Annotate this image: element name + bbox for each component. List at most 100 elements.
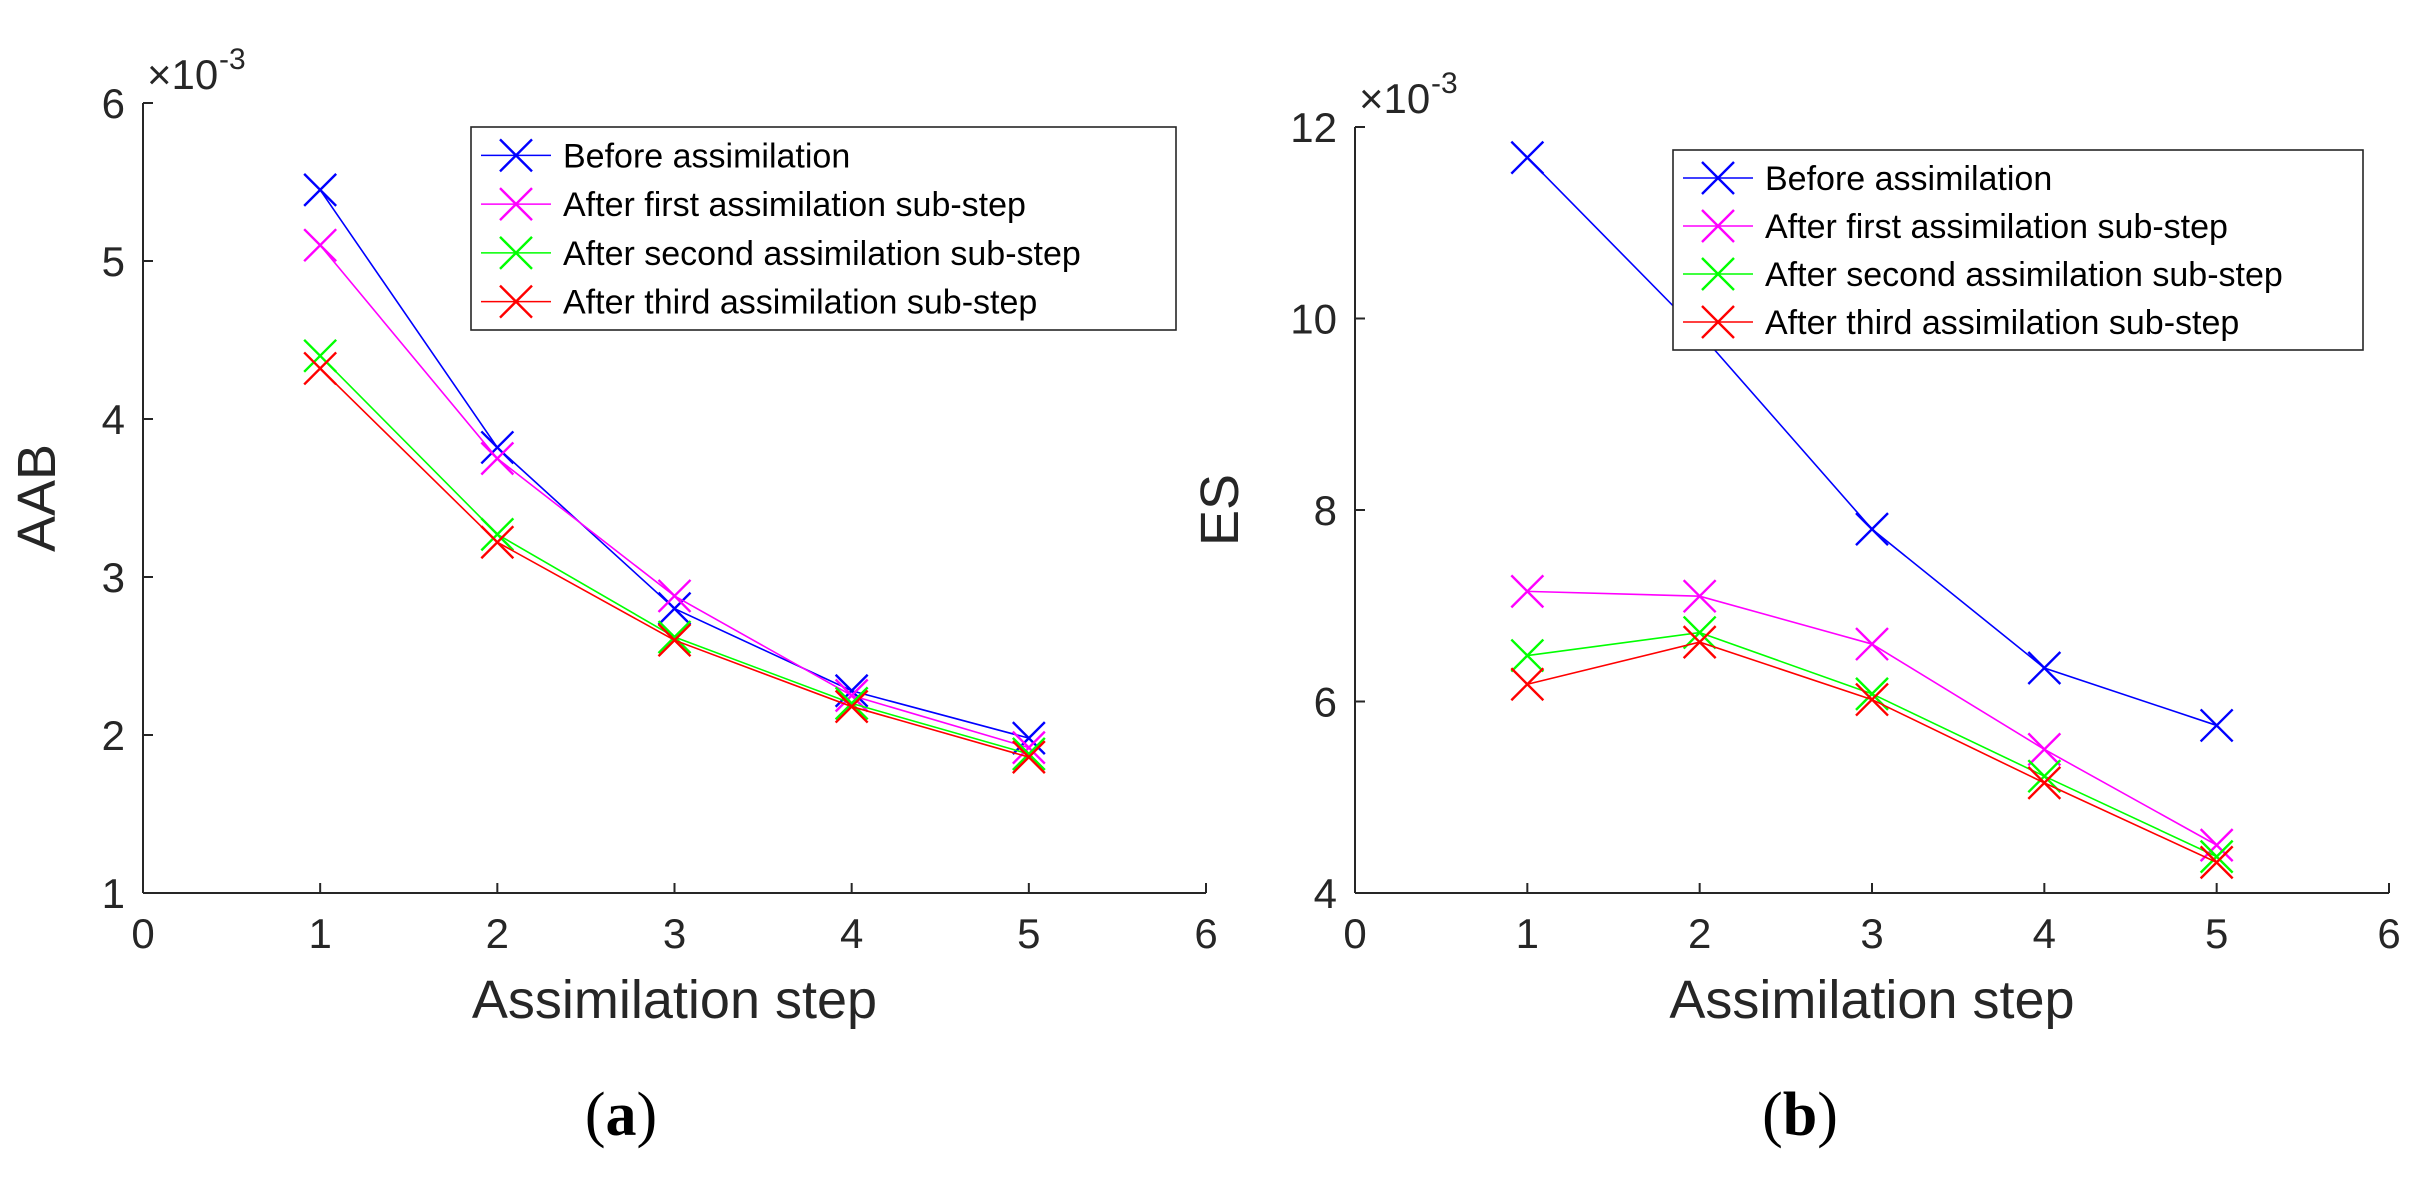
- x-tick-label: 0: [1343, 910, 1366, 957]
- marker-stroke: [834, 686, 869, 721]
- data-point-marker: [1855, 682, 1889, 717]
- data-point-marker: [657, 620, 692, 654]
- marker-stroke: [1682, 615, 1717, 650]
- x-tick-label: 3: [1860, 910, 1883, 957]
- marker-stroke: [1510, 667, 1545, 702]
- x-tick-label: 6: [2377, 910, 2400, 957]
- data-point-marker: [2199, 839, 2234, 874]
- marker-stroke: [2027, 759, 2062, 794]
- data-point-marker: [1011, 721, 1046, 756]
- scale-exponent: -3: [219, 43, 246, 76]
- marker-stroke: [2027, 732, 2062, 767]
- legend-marker: [1701, 257, 1735, 291]
- data-point-marker: [1855, 512, 1889, 546]
- data-point-marker: [1011, 740, 1046, 774]
- x-tick-label: 0: [131, 910, 154, 957]
- data-point-marker: [303, 338, 338, 373]
- data-point-marker: [480, 525, 515, 560]
- y-tick-label: 8: [1314, 487, 1337, 534]
- data-point-marker: [1011, 730, 1046, 765]
- marker-stroke: [2199, 845, 2234, 880]
- data-point-marker: [480, 430, 515, 465]
- data-point-marker: [303, 351, 338, 386]
- x-tick-label: 1: [1516, 910, 1539, 957]
- data-point-marker: [1855, 627, 1889, 661]
- panel-label-close: ): [1817, 1081, 1838, 1149]
- scale-multiplier: ×10: [147, 51, 218, 98]
- legend-marker: [1701, 305, 1735, 339]
- data-point-marker: [657, 623, 692, 658]
- legend-box: [470, 126, 1177, 331]
- marker-stroke: [834, 673, 869, 708]
- data-point-marker: [2027, 732, 2062, 767]
- marker-stroke: [2199, 839, 2234, 874]
- marker-stroke: [2027, 766, 2062, 800]
- y-tick-label: 1: [102, 870, 125, 917]
- series-line: [319, 367, 1030, 758]
- y-tick-label: 12: [1290, 104, 1337, 151]
- x-axis-label: Assimilation step: [1669, 970, 2074, 1030]
- data-point-marker: [657, 591, 692, 626]
- marker-stroke: [1510, 638, 1545, 673]
- legend-box: [1672, 149, 2364, 351]
- legend-entry: After first assimilation sub-step: [1765, 208, 2228, 246]
- legend-entry: Before assimilation: [1765, 160, 2052, 198]
- data-point-marker: [834, 686, 869, 721]
- marker-stroke: [480, 441, 515, 476]
- marker-stroke: [1855, 682, 1889, 717]
- series-line: [319, 355, 1030, 755]
- data-point-marker: [303, 173, 338, 207]
- x-tick-label: 5: [2205, 910, 2228, 957]
- marker-stroke: [1682, 625, 1717, 659]
- y-tick-label: 2: [102, 712, 125, 759]
- marker-stroke: [303, 228, 338, 263]
- data-point-marker: [1682, 579, 1717, 614]
- data-point-marker: [480, 517, 515, 552]
- data-point-marker: [480, 441, 515, 476]
- marker-stroke: [657, 579, 692, 613]
- data-point-marker: [303, 228, 338, 263]
- legend-entry: Before assimilation: [563, 137, 850, 175]
- legend-marker: [499, 236, 533, 270]
- marker-stroke: [1510, 574, 1545, 609]
- series-line: [1527, 590, 2218, 846]
- marker-stroke: [834, 678, 869, 713]
- marker-stroke: [657, 620, 692, 654]
- panel-label-letter: a: [606, 1081, 637, 1149]
- x-tick-label: 6: [1194, 910, 1217, 957]
- series-line: [1527, 641, 2218, 864]
- scale-multiplier: ×10: [1359, 75, 1430, 122]
- marker-stroke: [1011, 721, 1046, 756]
- marker-stroke: [480, 517, 515, 552]
- legend-entry: After third assimilation sub-step: [563, 284, 1037, 322]
- y-tick-label: 4: [1314, 870, 1337, 917]
- data-point-marker: [1510, 638, 1545, 673]
- marker-stroke: [1510, 140, 1545, 175]
- marker-stroke: [1855, 627, 1889, 661]
- x-tick-label: 2: [1688, 910, 1711, 957]
- data-point-marker: [1682, 625, 1717, 659]
- data-point-marker: [2027, 651, 2062, 685]
- legend-marker: [1701, 209, 1735, 243]
- data-point-marker: [2027, 766, 2062, 800]
- marker-stroke: [480, 430, 515, 465]
- marker-stroke: [2027, 651, 2062, 685]
- marker-stroke: [1011, 737, 1046, 771]
- x-tick-label: 4: [840, 910, 863, 957]
- data-point-marker: [2199, 845, 2234, 880]
- y-tick-label: 5: [102, 238, 125, 285]
- marker-stroke: [303, 351, 338, 386]
- marker-stroke: [1011, 730, 1046, 765]
- legend-marker: [499, 284, 533, 319]
- data-point-marker: [834, 689, 869, 724]
- panel-label-close: ): [637, 1081, 658, 1149]
- panel-label-open: (: [585, 1081, 606, 1149]
- legend: Before assimilation After first assimilat…: [1672, 149, 2364, 351]
- data-point-marker: [2199, 708, 2234, 743]
- marker-stroke: [1855, 512, 1889, 546]
- panel-label: (b): [1762, 1081, 1838, 1149]
- y-tick-label: 3: [102, 554, 125, 601]
